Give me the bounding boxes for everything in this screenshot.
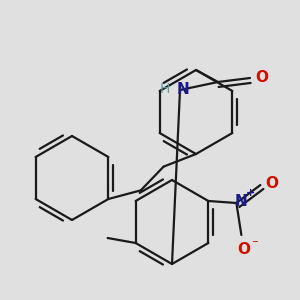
Text: +: + [246,188,255,198]
Text: H: H [160,82,170,96]
Text: O: O [256,70,268,86]
Text: N: N [177,82,189,97]
Text: O: O [265,176,278,190]
Text: ⁻: ⁻ [251,238,258,251]
Text: O: O [237,242,250,256]
Text: N: N [235,194,248,209]
